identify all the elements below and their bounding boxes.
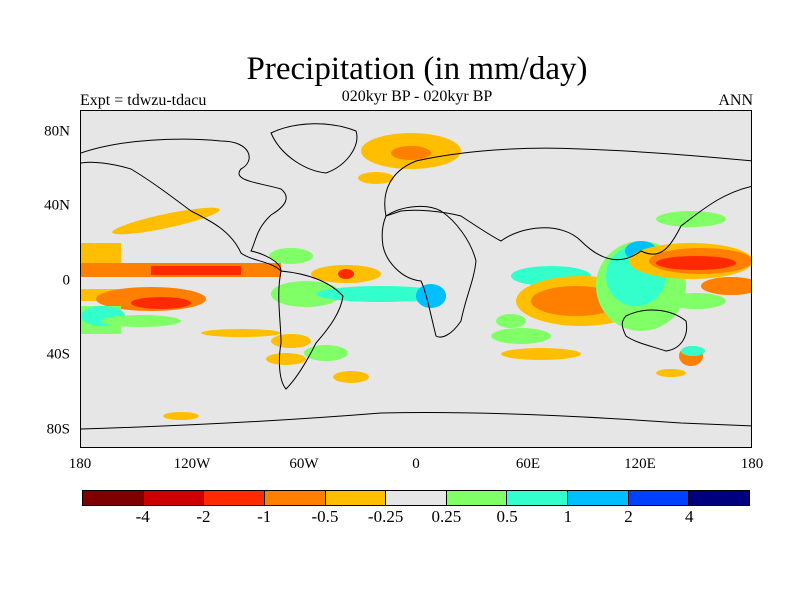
lon-label-180e: 180: [740, 456, 764, 472]
lon-label-0: 0: [412, 456, 420, 472]
colorbar-swatch: [83, 491, 144, 505]
map-subtitle: 020kyr BP - 020kyr BP: [341, 88, 493, 105]
colorbar-swatch: [507, 491, 569, 505]
coastlines: [81, 123, 751, 430]
lon-label-180w: 180: [68, 456, 92, 472]
colorbar-swatch: [143, 491, 205, 505]
colorbar-swatch: [568, 491, 629, 505]
lat-label-80s: 80S: [46, 421, 70, 438]
colorbar-label: -0.25: [367, 507, 404, 526]
colorbar-label: -0.5: [311, 507, 339, 526]
lat-label-40s: 40S: [46, 346, 70, 363]
colorbar-swatch: [386, 491, 447, 505]
colorbar-label: -4: [135, 507, 150, 526]
colorbar-swatch: [628, 491, 690, 505]
colorbar-swatch: [325, 491, 387, 505]
colorbar-swatch: [264, 491, 326, 505]
lat-label-0: 0: [62, 272, 71, 289]
lon-label-60w: 60W: [289, 456, 319, 472]
colorbar-swatch: [204, 491, 265, 505]
lat-label-40n: 40N: [44, 197, 70, 214]
lon-label-120e: 120E: [624, 456, 656, 472]
colorbar: [82, 490, 750, 506]
map-canvas: [81, 123, 751, 430]
colorbar-label: 1: [563, 507, 573, 526]
colorbar-swatch: [689, 491, 750, 505]
anomaly-shading: [81, 133, 751, 420]
lat-label-80n: 80N: [44, 123, 70, 140]
colorbar-label: 4: [685, 507, 694, 526]
colorbar-label: -2: [196, 507, 211, 526]
precipitation-map: [80, 110, 752, 448]
lon-label-60e: 60E: [515, 456, 541, 472]
colorbar-label: 2: [624, 507, 633, 526]
colorbar-swatch: [446, 491, 508, 505]
colorbar-label: -1: [257, 507, 272, 526]
season-label: ANN: [718, 92, 753, 109]
experiment-label: Expt = tdwzu-tdacu: [80, 92, 207, 109]
colorbar-label: 0.5: [496, 507, 518, 526]
map-title: Precipitation (in mm/day): [246, 51, 588, 87]
lon-label-120w: 120W: [173, 456, 211, 472]
colorbar-label: 0.25: [431, 507, 462, 526]
